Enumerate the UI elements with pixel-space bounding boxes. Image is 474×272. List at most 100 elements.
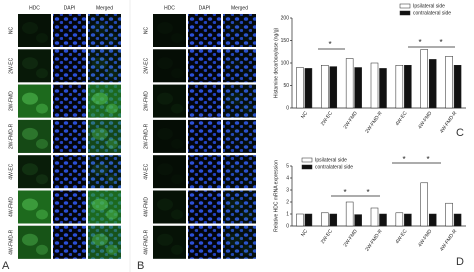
significance-star: * — [343, 188, 346, 197]
significance-star: * — [366, 188, 369, 197]
row-label: 2W-FMD-R — [143, 123, 149, 149]
hdc-signal — [227, 163, 243, 175]
micrograph — [188, 84, 221, 118]
bar — [428, 213, 437, 227]
bar — [329, 66, 338, 109]
x-tick-label: NC — [300, 110, 309, 120]
legend-swatch — [399, 10, 411, 16]
hdc-signal — [92, 92, 108, 105]
hdc-signal — [157, 57, 173, 69]
x-tick-label: 4W-FMD-R — [439, 228, 459, 252]
hdc-signal — [153, 84, 186, 118]
row-label: 2W-FMD — [8, 91, 14, 111]
micrograph — [223, 14, 256, 47]
x-tick-label: 2W-FMD — [343, 228, 360, 248]
bar — [296, 213, 304, 227]
hdc-signal — [171, 68, 183, 78]
hdc-signal — [157, 163, 173, 175]
row-label: 2W-FMD-R — [8, 123, 14, 149]
bar — [420, 182, 428, 227]
hdc-signal — [106, 68, 118, 79]
micrograph — [188, 119, 221, 153]
hdc-signal — [241, 209, 253, 220]
y-tick-label: 50 — [283, 83, 289, 89]
row-label: 4W-FMD — [8, 197, 14, 217]
hdc-signal — [223, 190, 256, 224]
hdc-signal — [22, 127, 38, 140]
bar — [395, 212, 404, 227]
micrograph — [53, 14, 86, 47]
hdc-signal — [88, 119, 121, 153]
micrograph — [153, 225, 186, 259]
y-tick-label: 200 — [281, 15, 290, 21]
column-header: DAPI — [64, 5, 76, 11]
x-tick-label: 4W-EC — [394, 228, 408, 245]
row-label: 2W-EC — [143, 57, 149, 73]
hdc-signal — [241, 103, 253, 114]
y-tick-label: 100 — [281, 60, 290, 66]
hdc-signal — [171, 103, 183, 114]
row-label: 4W-FMD-R — [143, 229, 149, 255]
hdc-signal — [227, 233, 243, 246]
hdc-signal — [106, 138, 118, 149]
y-tick-label: 3 — [286, 187, 289, 193]
bar — [354, 67, 362, 109]
hdc-signal — [18, 14, 51, 47]
hdc-signal — [171, 139, 183, 149]
micrograph — [53, 119, 86, 153]
micrograph — [188, 155, 221, 189]
hdc-signal — [36, 209, 48, 220]
x-tick-label: 2W-FMD-R — [364, 228, 384, 252]
hdc-signal — [106, 209, 118, 220]
panel-label: A — [2, 260, 10, 272]
hdc-signal — [36, 138, 48, 149]
bar — [345, 58, 354, 109]
micrograph — [223, 119, 256, 153]
y-tick-label: 4 — [286, 175, 289, 181]
bar — [395, 65, 404, 109]
micrograph — [188, 49, 221, 83]
column-header: HDC — [29, 5, 40, 11]
hdc-signal — [22, 163, 38, 176]
row-label: 4W-FMD-R — [8, 229, 14, 255]
micrograph — [53, 155, 86, 189]
row-label: 2W-EC — [8, 57, 14, 73]
hdc-signal — [106, 174, 118, 185]
micrograph — [88, 119, 121, 153]
bar — [404, 65, 412, 109]
hdc-signal — [88, 14, 121, 47]
bar — [428, 59, 437, 109]
micrograph — [18, 14, 51, 47]
legend-label: Ipsilateral side — [413, 3, 445, 9]
panel-label: B — [137, 260, 144, 272]
y-tick-label: 2 — [286, 199, 289, 205]
hdc-signal — [227, 128, 243, 140]
micrograph — [223, 225, 256, 259]
hdc-signal — [157, 92, 173, 105]
bar — [453, 65, 462, 109]
panel-label: D — [456, 256, 464, 268]
hdc-signal — [171, 244, 183, 255]
hdc-signal — [153, 225, 186, 259]
hdc-signal — [92, 127, 108, 140]
hdc-signal — [88, 155, 121, 189]
hdc-signal — [92, 22, 108, 34]
bar — [321, 65, 329, 109]
hdc-signal — [36, 174, 48, 185]
bar — [379, 213, 387, 227]
micrograph — [53, 190, 86, 224]
hdc-signal — [36, 33, 48, 43]
micrograph — [88, 49, 121, 83]
bar — [354, 214, 362, 227]
hdc-signal — [22, 22, 38, 34]
hdc-signal — [92, 233, 108, 246]
micrograph — [223, 155, 256, 189]
bar — [370, 62, 379, 109]
micrograph — [153, 119, 186, 153]
y-axis-label: Relative HDC mRNA expression — [273, 160, 279, 232]
hdc-signal — [36, 103, 48, 114]
x-tick-label: 2W-EC — [320, 228, 334, 245]
micrograph — [153, 155, 186, 189]
y-tick-label: 0 — [286, 105, 289, 111]
